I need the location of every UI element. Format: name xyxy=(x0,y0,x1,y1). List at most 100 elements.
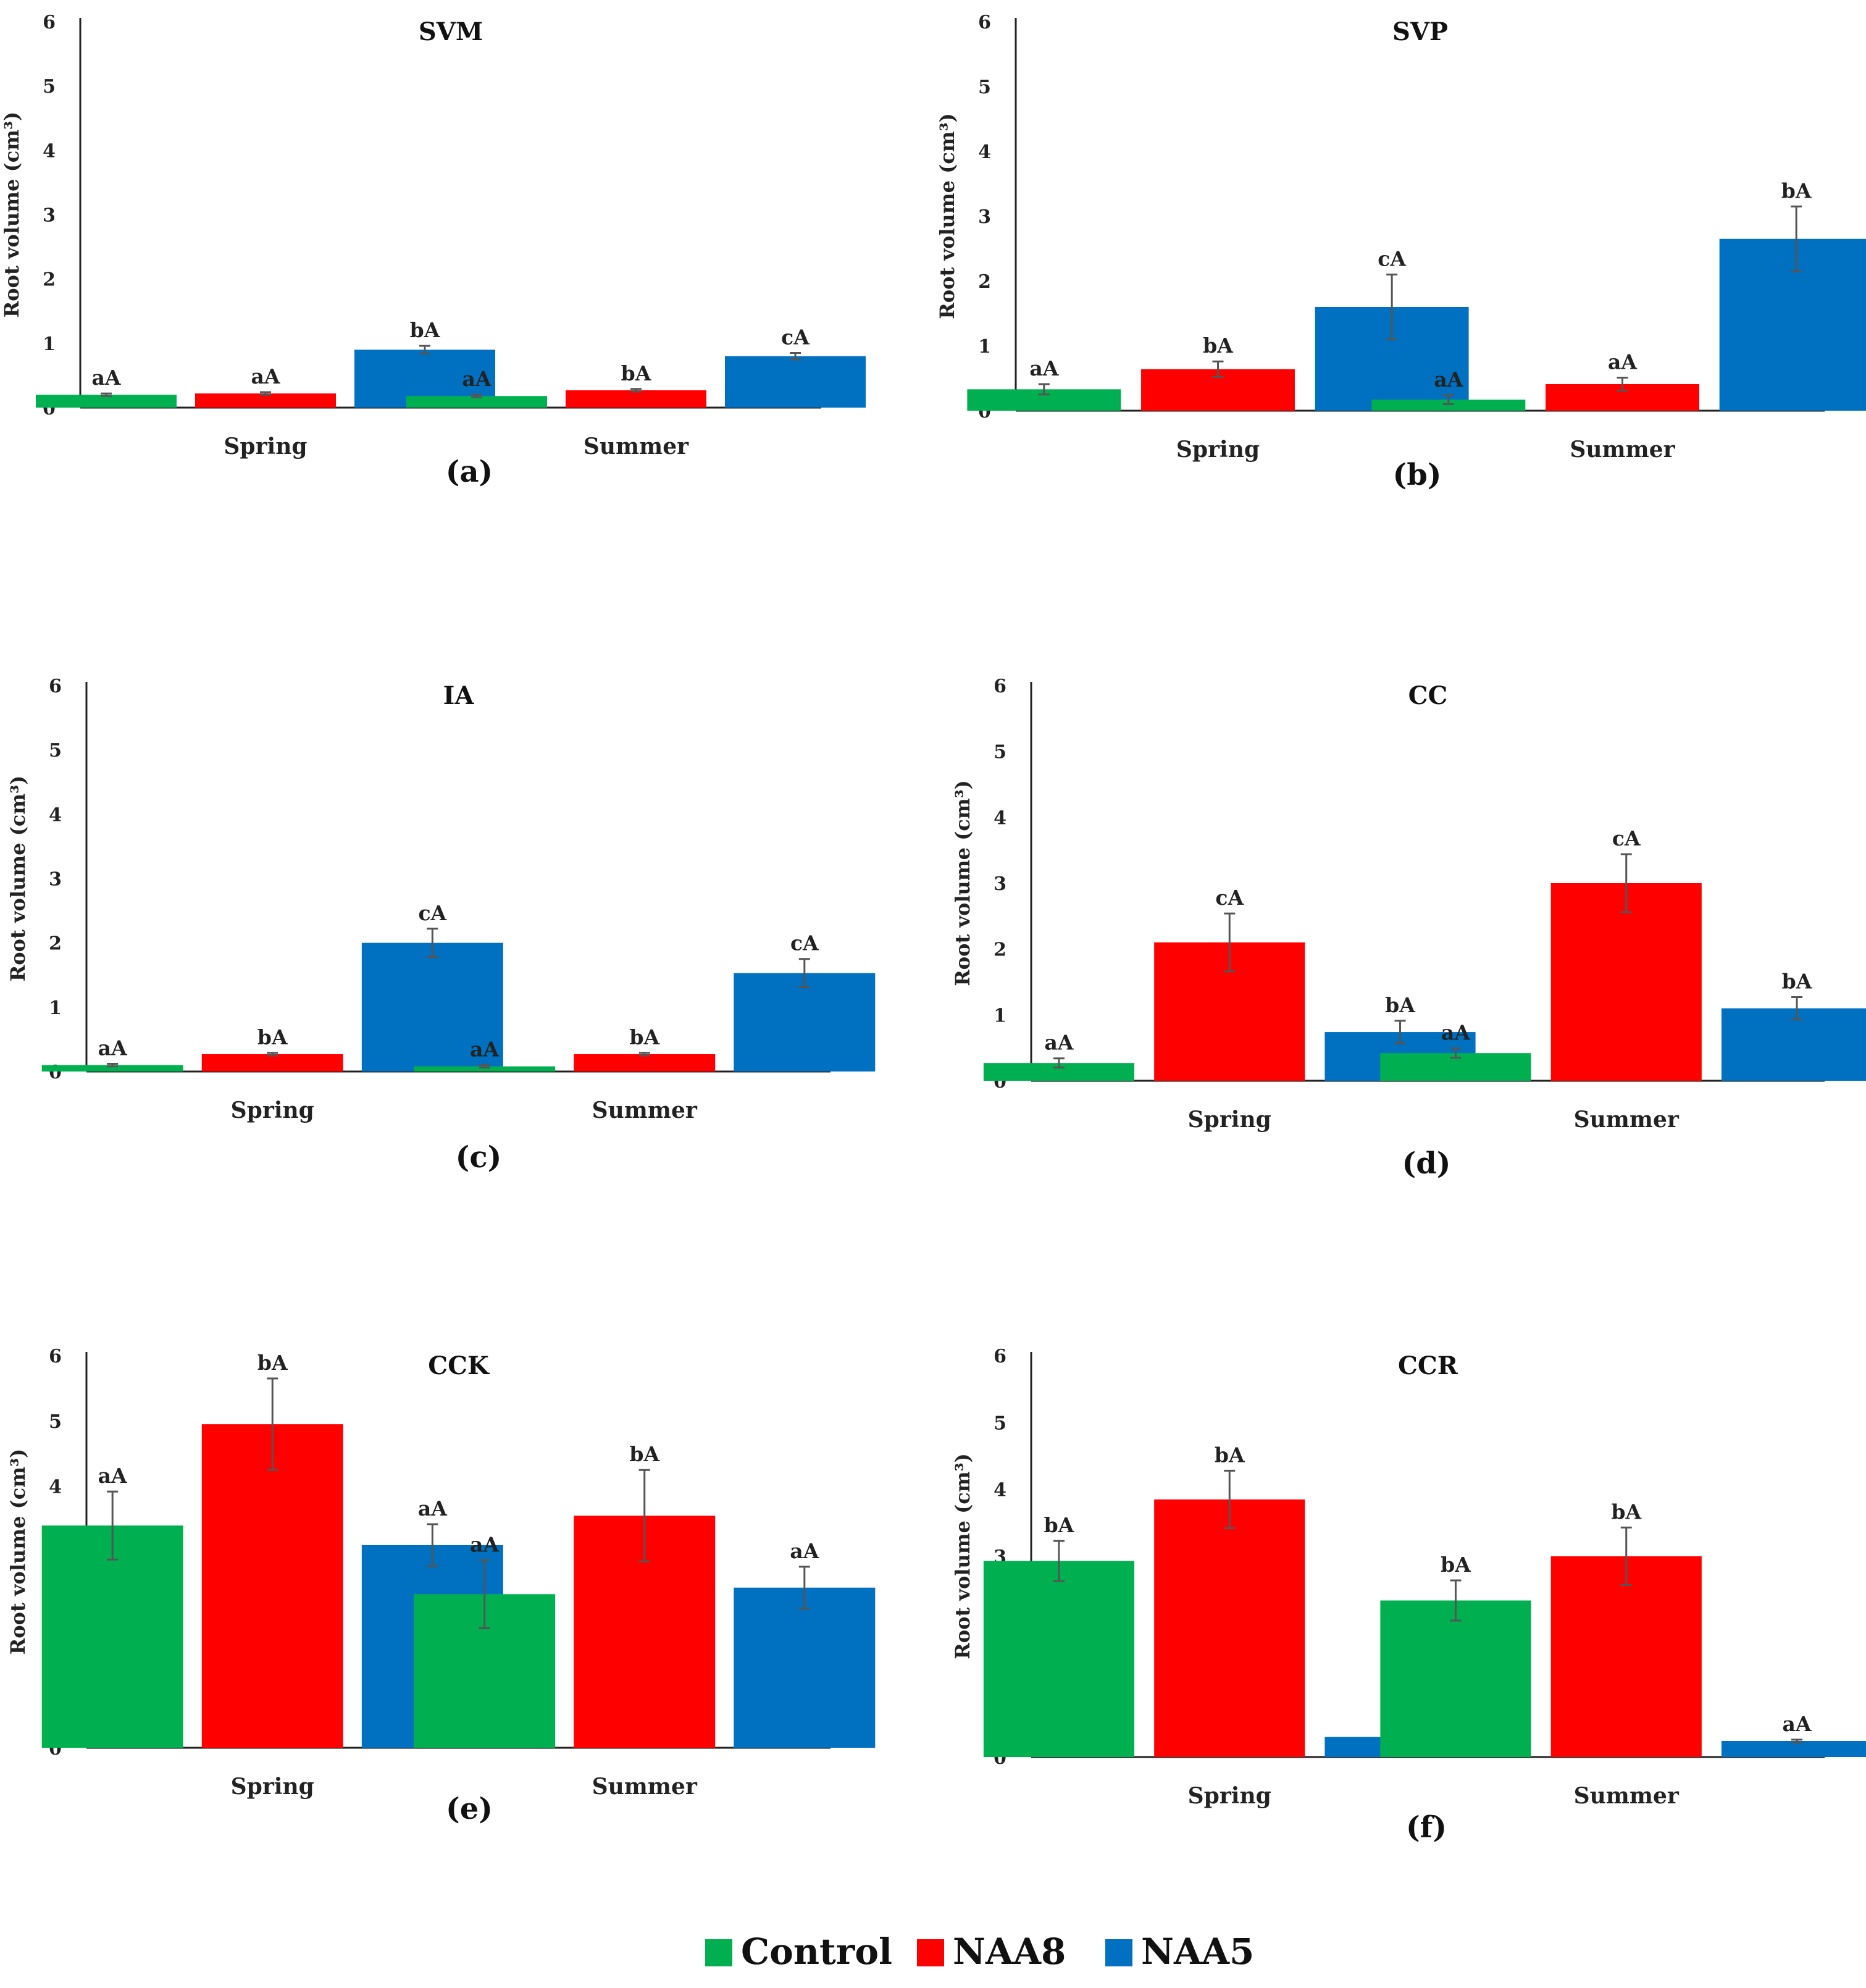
y-tick-label: 5 xyxy=(49,740,62,761)
bar-naa8-spring xyxy=(1154,1499,1305,1757)
data-label: bA xyxy=(1215,1443,1245,1467)
bar-naa5-summer xyxy=(734,1587,876,1748)
bar-naa5-summer xyxy=(734,973,876,1072)
legend-item-naa8: NAA8 xyxy=(917,1931,1066,1973)
x-tick-label: Summer xyxy=(584,434,689,459)
chart-panels: 0 1 2 3 4 5 6 Root volume (cm³) SVM aA aA bA Spring a… xyxy=(0,12,1866,1845)
y-tick-label: 3 xyxy=(994,873,1006,895)
y-tick-label: 2 xyxy=(49,933,62,955)
data-label: bA xyxy=(621,361,651,385)
bar-naa8-summer xyxy=(574,1054,716,1072)
y-tick-label: 6 xyxy=(43,12,56,33)
panel-label: (a) xyxy=(446,455,493,489)
data-label: bA xyxy=(1385,993,1415,1017)
y-tick-label: 4 xyxy=(43,140,56,162)
y-tick-label: 5 xyxy=(994,1412,1006,1434)
data-label: aA xyxy=(470,1532,499,1556)
bar-naa8-spring xyxy=(201,1424,343,1748)
panel-label: (d) xyxy=(1402,1146,1451,1181)
x-tick-label: Summer xyxy=(1570,437,1675,463)
legend-swatch-naa5 xyxy=(1105,1939,1132,1966)
bar-naa5-summer xyxy=(725,356,866,408)
y-tick-label: 6 xyxy=(49,1346,62,1367)
data-label: bA xyxy=(1044,1513,1074,1537)
data-label: aA xyxy=(251,364,280,388)
y-tick-label: 4 xyxy=(994,1480,1006,1501)
legend-item-naa5: NAA5 xyxy=(1105,1931,1254,1973)
legend-label-naa8: NAA8 xyxy=(953,1931,1066,1973)
legend: Control NAA8 NAA5 xyxy=(705,1931,1254,1973)
y-tick-label: 5 xyxy=(49,1411,62,1433)
y-tick-label: 2 xyxy=(994,939,1006,961)
data-label: aA xyxy=(1044,1031,1073,1055)
y-tick-label: 6 xyxy=(994,676,1006,697)
y-tick-label: 1 xyxy=(994,1005,1006,1026)
y-tick-label: 1 xyxy=(49,997,62,1019)
legend-label-naa5: NAA5 xyxy=(1141,1931,1254,1973)
bar-control-summer xyxy=(1371,400,1526,411)
bar-control-spring xyxy=(983,1561,1135,1757)
legend-swatch-naa8 xyxy=(917,1939,944,1966)
data-label: aA xyxy=(92,366,121,390)
y-axis-label: Root volume (cm³) xyxy=(6,776,30,982)
bar-naa8-spring xyxy=(195,393,336,408)
legend-label-control: Control xyxy=(741,1931,892,1973)
data-label: cA xyxy=(1215,886,1244,910)
panel-label: (c) xyxy=(456,1140,502,1175)
data-label: aA xyxy=(1783,1712,1812,1736)
data-label: cA xyxy=(1378,247,1406,271)
bar-control-summer xyxy=(414,1066,556,1072)
bar-naa5-summer xyxy=(1721,1741,1866,1757)
chart-title: SVP xyxy=(1392,17,1448,46)
data-label: bA xyxy=(257,1351,288,1375)
data-label: bA xyxy=(1611,1499,1641,1524)
legend-item-control: Control xyxy=(705,1931,892,1973)
y-tick-label: 2 xyxy=(978,271,991,293)
y-tick-label: 4 xyxy=(994,807,1006,829)
chart-ia: 0 1 2 3 4 5 6 Root volume (cm³) IA aA bA cA Spring aA… xyxy=(6,676,876,1175)
x-tick-label: Spring xyxy=(231,1097,314,1123)
bar-naa8-summer xyxy=(566,390,706,408)
bar-control-summer xyxy=(1380,1600,1531,1757)
chart-title: CCK xyxy=(428,1351,490,1380)
data-label: cA xyxy=(781,325,810,349)
y-axis-label: Root volume (cm³) xyxy=(935,113,959,319)
bar-control-spring xyxy=(41,1065,183,1072)
bar-naa5-summer xyxy=(1719,238,1866,411)
x-tick-label: Summer xyxy=(592,1097,698,1123)
y-axis-label: Root volume (cm³) xyxy=(951,1453,974,1659)
y-tick-label: 3 xyxy=(49,869,62,891)
bar-naa8-summer xyxy=(1550,1556,1702,1757)
data-label: bA xyxy=(410,318,440,342)
y-tick-label: 6 xyxy=(994,1346,1006,1367)
panel-label: (e) xyxy=(446,1792,493,1826)
chart-title: CCR xyxy=(1398,1351,1458,1380)
y-tick-label: 5 xyxy=(994,742,1006,763)
y-axis-label: Root volume (cm³) xyxy=(0,112,23,318)
data-label: aA xyxy=(1608,350,1637,374)
bar-control-spring xyxy=(36,395,177,408)
chart-title: IA xyxy=(443,681,475,710)
y-tick-label: 3 xyxy=(43,205,56,227)
y-axis-label: Root volume (cm³) xyxy=(951,780,974,986)
data-label: aA xyxy=(1434,367,1463,392)
data-label: aA xyxy=(462,367,492,391)
data-label: aA xyxy=(1029,356,1058,380)
panel-label: (f) xyxy=(1406,1810,1447,1845)
y-tick-label: 4 xyxy=(978,141,991,163)
panel-label: (b) xyxy=(1393,458,1442,492)
data-label: bA xyxy=(1781,178,1812,203)
y-tick-label: 6 xyxy=(978,12,991,33)
data-label: aA xyxy=(1441,1021,1470,1045)
x-tick-label: Spring xyxy=(1176,437,1260,463)
y-tick-label: 0 xyxy=(49,1062,62,1083)
y-tick-label: 1 xyxy=(978,336,991,358)
bar-naa5-spring xyxy=(361,942,503,1072)
data-label: bA xyxy=(1203,333,1233,358)
bar-naa8-summer xyxy=(1550,883,1702,1081)
y-tick-label: 3 xyxy=(978,206,991,228)
